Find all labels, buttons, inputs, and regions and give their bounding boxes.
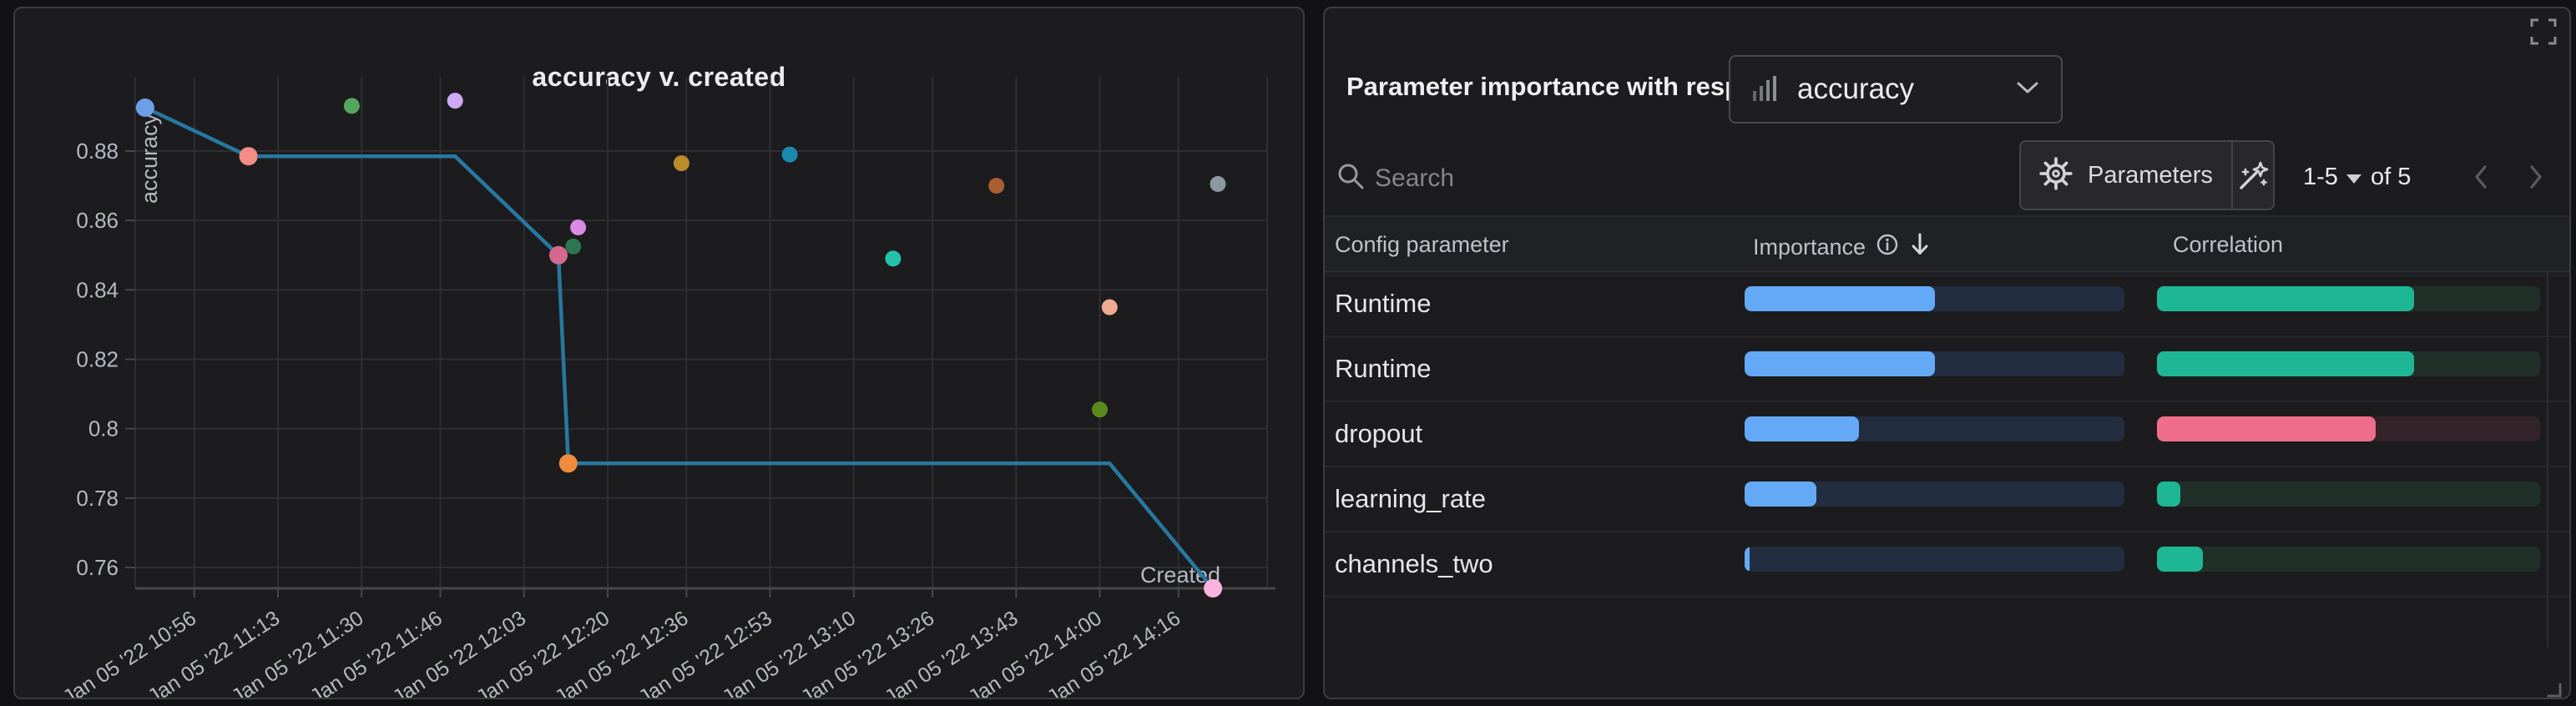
previous-page-icon[interactable] <box>2467 160 2495 198</box>
correlation-bar-track <box>2157 482 2540 507</box>
y-tick-label: 0.78 <box>76 486 119 511</box>
scatter-point-run-forest[interactable] <box>565 238 582 255</box>
page-range-dropdown[interactable]: 1-5 <box>2303 164 2361 191</box>
column-header-correlation: Correlation <box>2173 232 2284 257</box>
parameters-button-label: Parameters <box>2088 161 2213 189</box>
importance-bar-track <box>1745 416 2124 441</box>
parameter-row[interactable]: Runtime <box>1325 272 2569 337</box>
column-header-importance[interactable]: Importance <box>1753 232 1931 263</box>
parameter-name: Runtime <box>1335 354 1432 383</box>
importance-bar-track <box>1745 286 2124 311</box>
search-input[interactable] <box>1373 155 1894 202</box>
selected-run-line[interactable] <box>144 105 1215 590</box>
parameter-name: learning_rate <box>1335 484 1486 513</box>
correlation-bar-track <box>2157 547 2540 572</box>
y-tick-label: 0.82 <box>76 347 119 372</box>
scatter-point-run-orchid[interactable] <box>570 219 587 235</box>
parameter-importance-panel: Parameter importance with respect to acc… <box>1323 7 2571 699</box>
column-header-config-parameter: Config parameter <box>1335 232 1509 257</box>
scatter-point-run-peach[interactable] <box>1101 299 1118 315</box>
search-icon <box>1336 162 1365 194</box>
importance-bar-track <box>1745 482 2124 507</box>
sort-descending-icon[interactable] <box>1909 232 1931 263</box>
correlation-bar-track <box>2157 286 2540 311</box>
scatter-point-run-rose[interactable] <box>549 245 568 265</box>
importance-header-label: Importance <box>1753 234 1866 260</box>
page-total-label: of 5 <box>2371 164 2412 190</box>
correlation-bar <box>2157 482 2180 507</box>
caret-down-icon <box>2346 174 2361 184</box>
page-range-label: 1-5 <box>2303 164 2338 190</box>
correlation-bar <box>2157 351 2414 376</box>
parameters-button[interactable]: Parameters <box>2021 142 2233 209</box>
parameter-row[interactable]: dropout <box>1325 402 2569 467</box>
parameter-name: Runtime <box>1335 289 1432 318</box>
info-icon[interactable] <box>1876 233 1899 262</box>
fullscreen-icon[interactable] <box>2530 18 2557 49</box>
importance-bar <box>1745 416 1859 441</box>
importance-bar <box>1745 482 1817 507</box>
divider <box>1325 215 2569 217</box>
y-tick-label: 0.86 <box>76 208 119 233</box>
scatter-point-run-brown[interactable] <box>988 178 1005 194</box>
scatter-point-run-gold[interactable] <box>673 155 689 172</box>
parameter-name: channels_two <box>1335 549 1493 578</box>
scatter-point-run-aqua[interactable] <box>885 250 902 267</box>
scatter-point-run-blue[interactable] <box>135 98 154 117</box>
correlation-bar <box>2157 547 2204 572</box>
scatter-point-run-olive[interactable] <box>1092 401 1108 418</box>
parameter-row[interactable]: learning_rate <box>1325 467 2569 532</box>
scatter-point-run-gray[interactable] <box>1210 176 1226 192</box>
importance-bar-track <box>1745 351 2124 376</box>
y-tick-label: 0.88 <box>76 139 119 164</box>
y-tick-label: 0.76 <box>76 555 119 580</box>
correlation-bar-track <box>2157 416 2540 441</box>
next-page-icon[interactable] <box>2522 160 2550 198</box>
scatter-point-run-salmon[interactable] <box>239 147 258 166</box>
chevron-down-icon <box>2016 80 2039 99</box>
resize-grip-icon[interactable] <box>2545 681 2563 703</box>
divider <box>1325 270 2569 272</box>
scatter-point-run-orange[interactable] <box>558 454 578 473</box>
scatter-point-run-green[interactable] <box>343 98 360 114</box>
parameter-name: dropout <box>1335 419 1423 448</box>
correlation-bar <box>2157 416 2376 441</box>
importance-bar <box>1745 547 1750 572</box>
scatter-point-run-pink[interactable] <box>1204 579 1223 598</box>
scatter-point-run-teal[interactable] <box>781 146 798 163</box>
scatter-point-run-lavender[interactable] <box>447 93 463 109</box>
y-tick-label: 0.8 <box>88 416 119 441</box>
metric-select-dropdown[interactable]: accuracy <box>1729 55 2063 124</box>
y-tick-label: 0.84 <box>76 277 119 302</box>
parameter-row[interactable]: Runtime <box>1325 337 2569 402</box>
correlation-bar-track <box>2157 351 2540 376</box>
importance-bar-track <box>1745 547 2124 572</box>
metric-bars-icon <box>1752 73 1779 107</box>
chart-title: accuracy v. created <box>532 62 786 92</box>
correlation-bar <box>2157 286 2414 311</box>
importance-bar <box>1745 286 1935 311</box>
importance-bar <box>1745 351 1935 376</box>
selected-metric: accuracy <box>1797 73 1915 105</box>
accuracy-chart-panel: accuracy v. created 0.88 0.86 0.84 0.82 0.8 0… <box>13 7 1305 699</box>
gear-icon <box>2039 156 2073 194</box>
table-header-background <box>1325 217 2569 277</box>
parameter-row[interactable]: channels_two <box>1325 532 2569 598</box>
y-axis-title: accuracy <box>137 113 162 204</box>
table-scrollbar-track[interactable] <box>2547 270 2548 648</box>
magic-wand-button[interactable] <box>2233 142 2273 209</box>
parameters-button-group: Parameters <box>2019 140 2275 210</box>
